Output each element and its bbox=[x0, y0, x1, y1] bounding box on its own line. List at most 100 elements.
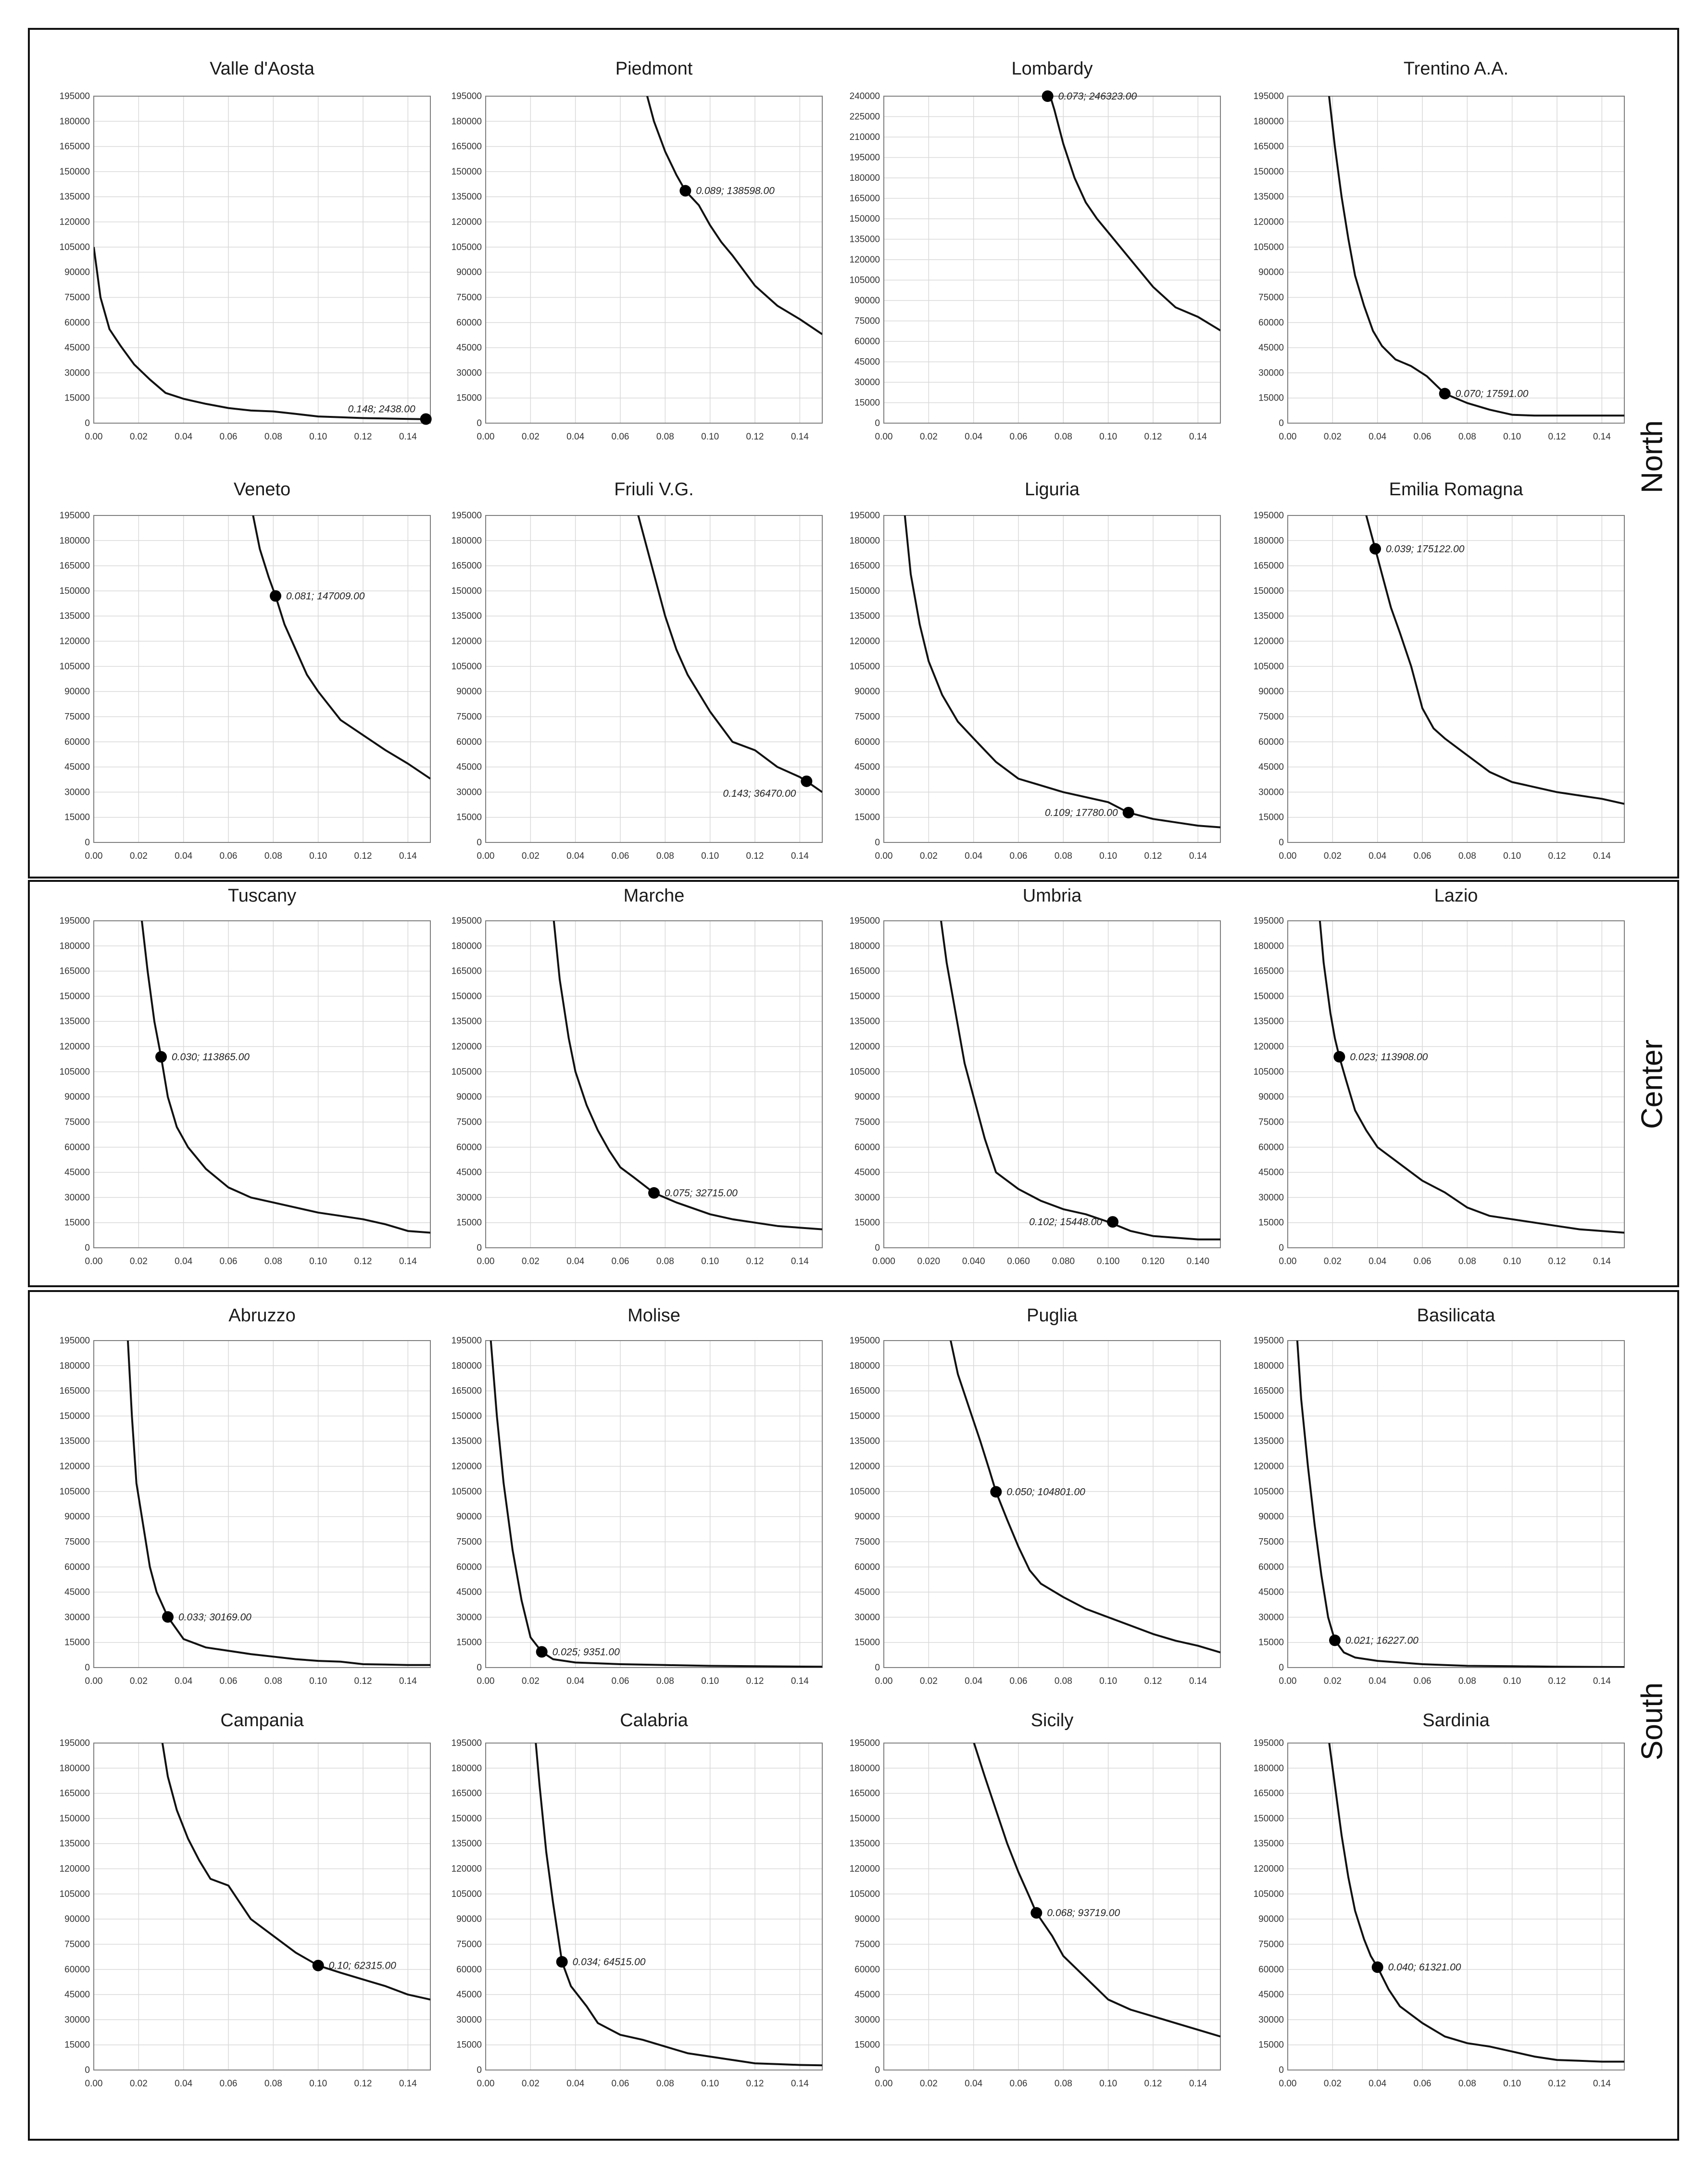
y-tick-label: 15000 bbox=[456, 813, 482, 823]
y-tick-label: 120000 bbox=[1254, 1042, 1284, 1052]
x-tick-label: 0.10 bbox=[701, 2079, 719, 2089]
y-tick-label: 150000 bbox=[452, 991, 482, 1002]
x-tick-label: 0.10 bbox=[309, 432, 327, 442]
y-tick-label: 165000 bbox=[850, 1386, 880, 1396]
panel-title: Umbria bbox=[1023, 886, 1082, 906]
y-tick-label: 135000 bbox=[452, 1839, 482, 1849]
x-tick-label: 0.12 bbox=[1144, 2079, 1162, 2089]
y-tick-label: 120000 bbox=[452, 1864, 482, 1874]
y-tick-label: 195000 bbox=[1254, 91, 1284, 101]
y-tick-label: 195000 bbox=[60, 1738, 90, 1748]
y-tick-label: 135000 bbox=[60, 611, 90, 621]
x-tick-label: 0.080 bbox=[1052, 1256, 1075, 1267]
panel-title: Abruzzo bbox=[228, 1305, 295, 1326]
curve-line bbox=[535, 1743, 822, 2067]
y-tick-label: 60000 bbox=[1258, 1965, 1284, 1975]
x-tick-label: 0.14 bbox=[1593, 1676, 1611, 1686]
x-tick-label: 0.140 bbox=[1187, 1256, 1210, 1267]
y-tick-label: 105000 bbox=[60, 242, 90, 252]
x-tick-label: 0.040 bbox=[962, 1256, 985, 1267]
x-tick-label: 0.10 bbox=[1099, 2079, 1117, 2089]
group-label-north: North bbox=[1635, 420, 1669, 493]
y-tick-label: 90000 bbox=[854, 1914, 880, 1924]
panel-marche: Marche 0 15000 30000 45000 60000 75000 90000 105… bbox=[452, 886, 823, 1267]
group-frame-south bbox=[28, 1290, 1679, 2141]
knee-point-marker bbox=[648, 1187, 660, 1199]
knee-point-label: 0.075; 32715.00 bbox=[665, 1188, 738, 1199]
plot-area bbox=[485, 515, 823, 843]
y-tick-label: 75000 bbox=[854, 1939, 880, 1949]
panel-title: Valle d'Aosta bbox=[210, 59, 315, 79]
plot-area bbox=[93, 1743, 431, 2070]
knee-point-marker bbox=[270, 590, 281, 602]
y-tick-label: 165000 bbox=[452, 142, 482, 152]
y-tick-label: 165000 bbox=[60, 142, 90, 152]
y-tick-label: 105000 bbox=[850, 276, 880, 286]
knee-point-marker bbox=[312, 1959, 324, 1971]
x-tick-label: 0.10 bbox=[1503, 2079, 1521, 2089]
y-tick-label: 165000 bbox=[1254, 1789, 1284, 1799]
y-tick-label: 195000 bbox=[60, 511, 90, 521]
y-tick-label: 105000 bbox=[452, 1487, 482, 1497]
x-tick-label: 0.060 bbox=[1007, 1256, 1030, 1267]
panel-umbria: Umbria 0 15000 30000 45000 60000 75000 90000 105… bbox=[850, 886, 1221, 1267]
y-tick-label: 90000 bbox=[456, 1092, 482, 1102]
y-tick-label: 45000 bbox=[456, 343, 482, 353]
x-tick-label: 0.00 bbox=[875, 2079, 893, 2089]
y-tick-label: 150000 bbox=[1254, 1814, 1284, 1824]
y-tick-label: 30000 bbox=[1258, 1192, 1284, 1203]
x-tick-label: 0.12 bbox=[746, 432, 764, 442]
panel-title: Sicily bbox=[1031, 1710, 1074, 1731]
x-tick-label: 0.10 bbox=[701, 851, 719, 861]
y-tick-label: 75000 bbox=[1258, 292, 1284, 302]
y-tick-label: 150000 bbox=[850, 1411, 880, 1421]
y-tick-label: 75000 bbox=[854, 1537, 880, 1547]
y-tick-label: 180000 bbox=[850, 941, 880, 951]
knee-point-marker bbox=[1439, 388, 1451, 400]
y-tick-label: 0 bbox=[85, 418, 90, 428]
y-tick-label: 165000 bbox=[1254, 1386, 1284, 1396]
y-tick-label: 195000 bbox=[850, 153, 880, 163]
y-tick-label: 0 bbox=[477, 838, 482, 848]
y-tick-label: 180000 bbox=[850, 173, 880, 183]
x-tick-label: 0.12 bbox=[354, 851, 372, 861]
curve-line bbox=[973, 1743, 1220, 2038]
y-tick-label: 105000 bbox=[452, 662, 482, 672]
y-tick-label: 60000 bbox=[1258, 737, 1284, 747]
y-tick-label: 105000 bbox=[1254, 1889, 1284, 1899]
curve-line bbox=[1296, 1341, 1624, 1668]
x-tick-label: 0.12 bbox=[1548, 1676, 1566, 1686]
y-tick-label: 135000 bbox=[60, 192, 90, 202]
y-tick-label: 90000 bbox=[1258, 1512, 1284, 1522]
y-tick-label: 0 bbox=[85, 838, 90, 848]
y-tick-label: 105000 bbox=[60, 1889, 90, 1899]
x-tick-label: 0.06 bbox=[1010, 1676, 1028, 1686]
curve-line bbox=[1365, 515, 1624, 805]
x-tick-label: 0.06 bbox=[1010, 432, 1028, 442]
y-tick-label: 180000 bbox=[1254, 1361, 1284, 1371]
panel-title: Marche bbox=[624, 886, 685, 906]
y-tick-label: 120000 bbox=[1254, 1462, 1284, 1472]
x-tick-label: 0.06 bbox=[220, 1256, 238, 1267]
y-tick-label: 75000 bbox=[64, 292, 90, 302]
x-tick-label: 0.02 bbox=[920, 1676, 938, 1686]
y-tick-label: 105000 bbox=[452, 1067, 482, 1077]
x-tick-label: 0.02 bbox=[1324, 851, 1342, 861]
x-tick-label: 0.12 bbox=[1548, 432, 1566, 442]
y-tick-label: 120000 bbox=[60, 1462, 90, 1472]
y-tick-label: 105000 bbox=[60, 1067, 90, 1077]
x-tick-label: 0.10 bbox=[309, 851, 327, 861]
y-tick-label: 0 bbox=[477, 2065, 482, 2075]
x-tick-label: 0.06 bbox=[612, 2079, 629, 2089]
y-tick-label: 180000 bbox=[850, 536, 880, 546]
y-tick-label: 135000 bbox=[452, 611, 482, 621]
y-tick-label: 150000 bbox=[60, 1411, 90, 1421]
x-tick-label: 0.08 bbox=[1055, 2079, 1072, 2089]
x-tick-label: 0.04 bbox=[566, 851, 584, 861]
x-tick-label: 0.04 bbox=[965, 851, 982, 861]
panel-abruzzo: Abruzzo 0 15000 30000 45000 60000 75000 90000 10… bbox=[60, 1305, 431, 1686]
curve-line bbox=[490, 1341, 822, 1668]
y-tick-label: 60000 bbox=[64, 737, 90, 747]
x-tick-label: 0.12 bbox=[1144, 851, 1162, 861]
x-tick-label: 0.00 bbox=[875, 1676, 893, 1686]
